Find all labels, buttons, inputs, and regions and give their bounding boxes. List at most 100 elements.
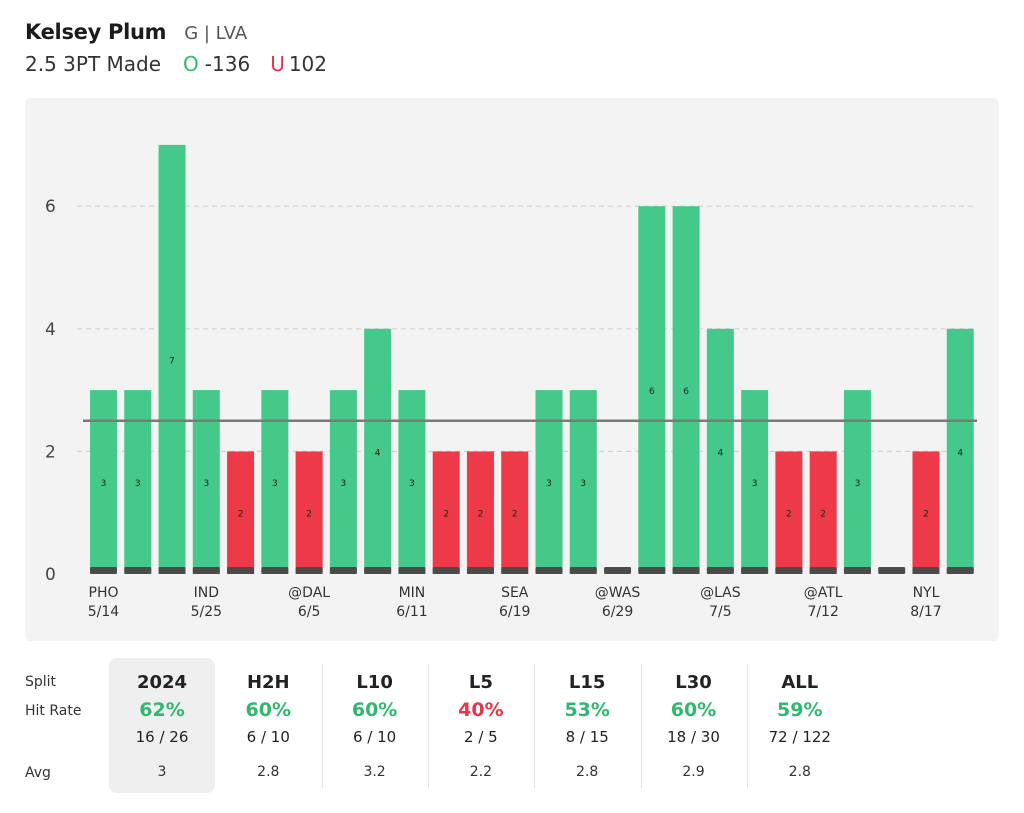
hit-record: 6 / 10 [246, 728, 290, 746]
split-column-all[interactable]: ALL 59% 72 / 122 2.8 [747, 658, 853, 793]
x-tick-date: 7/5 [709, 604, 732, 620]
avg-value: 2.9 [682, 764, 705, 780]
split-column-l15[interactable]: L15 53% 8 / 15 2.8 [534, 658, 640, 793]
x-tick-label: @LAS [700, 585, 741, 601]
bar-value-label: 3 [546, 479, 552, 489]
bar-base [432, 567, 460, 574]
x-tick-label: NYL [913, 585, 940, 601]
split-name: L30 [675, 672, 712, 693]
hit-rate-value: 60% [245, 699, 292, 721]
x-tick-date: 6/19 [499, 604, 530, 620]
bar-base [809, 567, 837, 574]
bar-base [638, 567, 666, 574]
split-column-l10[interactable]: L10 60% 6 / 10 3.2 [322, 658, 428, 793]
hit-record: 72 / 122 [768, 728, 831, 746]
split-name: 2024 [136, 672, 188, 693]
bar-chart: 0 2 4 6 3 3 7 3 2 3 2 3 4 3 2 2 2 3 3 6 6 4 3 2 2 3 2 4 PHO 5/14 IND 5/… [45, 144, 977, 620]
avg-value: 3 [157, 764, 167, 780]
avg-value: 2.8 [788, 764, 811, 780]
bar-value-label: 4 [957, 448, 963, 458]
split-column-l5[interactable]: L5 40% 2 / 5 2.2 [428, 658, 534, 793]
x-tick-date: 5/25 [191, 604, 222, 620]
hit-rate-row-label: Hit Rate [25, 703, 82, 719]
column-divider [640, 664, 642, 788]
bar-value-label: 3 [855, 479, 861, 489]
x-tick-label: @WAS [595, 585, 641, 601]
x-tick-date: 8/17 [910, 604, 941, 620]
column-divider [746, 664, 748, 788]
bar-value-label: 2 [923, 510, 929, 520]
bar-base [158, 567, 186, 574]
bar [432, 451, 460, 574]
bar-value-label: 2 [478, 510, 484, 520]
over-label[interactable]: O [183, 52, 199, 76]
split-name: L15 [568, 672, 606, 693]
bar [295, 451, 323, 574]
split-name: L5 [468, 672, 493, 693]
x-tick-date: 6/29 [602, 604, 633, 620]
bar [672, 206, 700, 574]
bar [158, 144, 186, 574]
bar-value-label: 4 [717, 448, 723, 458]
split-name: ALL [781, 672, 819, 693]
bar-base [295, 567, 323, 574]
bar-value-label: 3 [752, 479, 758, 489]
x-tick-label: PHO [89, 585, 119, 601]
hit-rate-value: 60% [351, 699, 398, 721]
bar-base [604, 567, 632, 574]
player-meta: G | LVA [184, 23, 248, 44]
bar-base [741, 567, 769, 574]
title-row: Kelsey Plum G | LVA [25, 20, 327, 44]
bar-base [878, 567, 906, 574]
split-row-label: Split [25, 674, 57, 690]
avg-value: 3.2 [363, 764, 386, 780]
bar-value-label: 3 [409, 479, 415, 489]
under-label[interactable]: U [270, 52, 285, 76]
bar-base [466, 567, 494, 574]
avg-row-label: Avg [25, 765, 51, 781]
column-divider [321, 664, 323, 788]
split-column-l30[interactable]: L30 60% 18 / 30 2.9 [641, 658, 747, 793]
bar-base [261, 567, 289, 574]
bar-base [398, 567, 426, 574]
prop-line-row: 2.5 3PT Made O -136 U 102 [25, 52, 327, 76]
avg-value: 2.8 [257, 764, 280, 780]
bar-value-label: 2 [238, 510, 244, 520]
bar-base [192, 567, 220, 574]
bar-base [364, 567, 392, 574]
avg-value: 2.2 [469, 764, 493, 780]
bar [501, 451, 529, 574]
bar-base [227, 567, 255, 574]
column-divider [534, 664, 536, 788]
bar-value-label: 3 [101, 479, 107, 489]
bar-base [569, 567, 597, 574]
bar-base [946, 567, 974, 574]
bar-value-label: 7 [169, 356, 175, 366]
bar-value-label: 3 [272, 479, 278, 489]
split-column-h2h[interactable]: H2H 60% 6 / 10 2.8 [215, 658, 321, 793]
prop-line: 2.5 3PT Made [25, 52, 162, 76]
hit-record: 18 / 30 [667, 728, 720, 746]
bar [364, 328, 392, 574]
hit-record: 2 / 5 [464, 728, 498, 746]
hit-rate-value: 53% [564, 699, 610, 721]
bar [706, 328, 734, 574]
split-column-2024[interactable]: 2024 62% 16 / 26 3 [109, 658, 215, 793]
split-name: L10 [356, 672, 393, 693]
under-odds[interactable]: 102 [288, 52, 328, 76]
bar-base [775, 567, 803, 574]
over-odds[interactable]: -136 [204, 52, 251, 76]
x-tick-date: 5/14 [88, 604, 120, 620]
bar [912, 451, 940, 574]
bar-value-label: 3 [580, 479, 586, 489]
hit-rate-value: 40% [458, 699, 504, 721]
bar-value-label: 2 [306, 510, 312, 520]
bar-base [535, 567, 563, 574]
split-name: H2H [246, 672, 290, 693]
chart-panel: 0 2 4 6 3 3 7 3 2 3 2 3 4 3 2 2 2 3 3 6 6 4 3 2 2 3 2 4 PHO 5/14 IND 5/… [25, 98, 999, 641]
header: Kelsey Plum G | LVA 2.5 3PT Made O -136 … [25, 20, 327, 76]
bar-base [912, 567, 940, 574]
player-name: Kelsey Plum [25, 20, 167, 44]
bar-value-label: 2 [786, 510, 792, 520]
y-tick-label: 4 [45, 320, 56, 340]
